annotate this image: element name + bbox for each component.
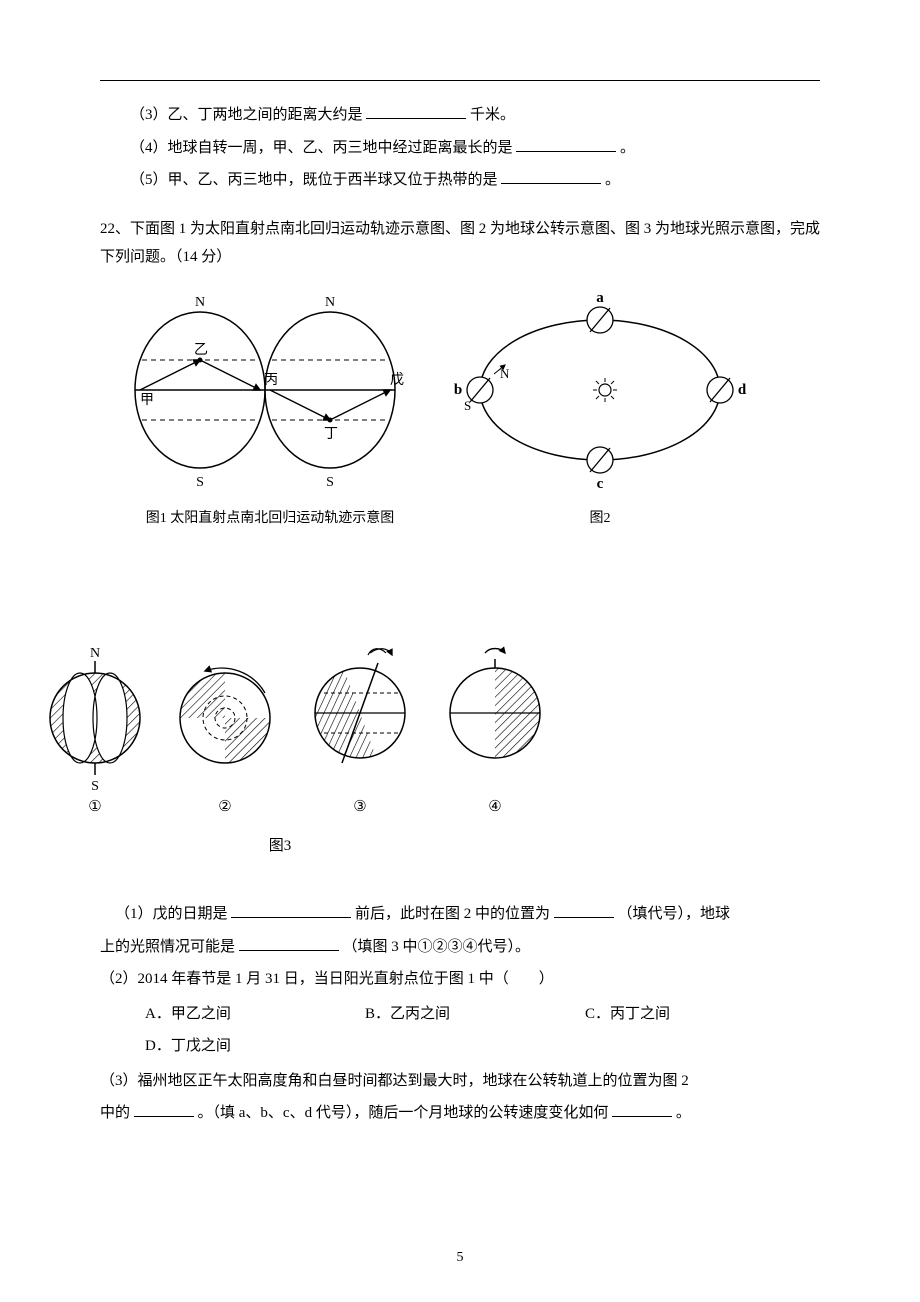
q22-1-blank2 <box>554 902 614 918</box>
fig1-caption: 图1 太阳直射点南北回归运动轨迹示意图 <box>130 506 410 533</box>
fig2-b: b <box>454 382 462 398</box>
fig2-d: d <box>738 382 747 398</box>
page-number: 5 <box>0 1245 920 1272</box>
q22-1-line2: 上的光照情况可能是 （填图 3 中①②③④代号）。 <box>100 933 820 962</box>
fig2-S: S <box>464 398 471 413</box>
fig-row-1: N N S S 甲 乙 丙 丁 戊 图1 太阳直射点南北回归运动轨迹示意图 <box>130 290 820 533</box>
q21-3-text: （3）乙、丁两地之间的距离大约是 <box>130 107 363 123</box>
q22-2: （2）2014 年春节是 1 月 31 日，当日阳光直射点位于图 1 中（ ） <box>100 965 820 994</box>
q21-3-suffix: 千米。 <box>470 107 515 123</box>
q21-4-text: （4）地球自转一周，甲、乙、丙三地中经过距离最长的是 <box>130 140 513 156</box>
q22-1-e: （填图 3 中①②③④代号）。 <box>343 939 531 955</box>
top-rule <box>100 80 820 81</box>
q21-3-blank <box>366 103 466 119</box>
fig2-svg: a b c d N S <box>450 290 750 490</box>
q22-3-d: 。 <box>676 1105 691 1121</box>
q22-2-opt-D: D．丁戊之间 <box>145 1032 365 1061</box>
fig3-4: ④ <box>440 633 550 822</box>
q21-4-suffix: 。 <box>620 140 635 156</box>
fig2-caption: 图2 <box>450 506 750 533</box>
q22-1-a: （1）戊的日期是 <box>115 906 228 922</box>
q21-4: （4）地球自转一周，甲、乙、丙三地中经过距离最长的是 。 <box>100 134 820 163</box>
q21-5-text: （5）甲、乙、丙三地中，既位于西半球又位于热带的是 <box>130 172 498 188</box>
fig2-pos-d <box>707 377 733 403</box>
fig3-1-num: ① <box>40 793 150 822</box>
q22-3-blank1 <box>134 1101 194 1117</box>
q21-5: （5）甲、乙、丙三地中，既位于西半球又位于热带的是 。 <box>100 166 820 195</box>
fig1-container: N N S S 甲 乙 丙 丁 戊 图1 太阳直射点南北回归运动轨迹示意图 <box>130 290 410 533</box>
q22-sub-questions: （1）戊的日期是 前后，此时在图 2 中的位置为 （填代号），地球 上的光照情况… <box>100 900 820 1128</box>
fig1-yi: 乙 <box>194 342 208 358</box>
fig3-1-N: N <box>90 646 100 661</box>
q22-3-c: 。（填 a、b、c、d 代号），随后一个月地球的公转速度变化如何 <box>198 1105 609 1121</box>
fig2-pos-c <box>587 447 613 473</box>
q22-1-d: 上的光照情况可能是 <box>100 939 235 955</box>
q22-1: （1）戊的日期是 前后，此时在图 2 中的位置为 （填代号），地球 <box>100 900 820 929</box>
fig2-container: a b c d N S 图2 <box>450 290 750 533</box>
q22: 22、下面图 1 为太阳直射点南北回归运动轨迹示意图、图 2 为地球公转示意图、… <box>100 215 820 1128</box>
q22-3-line1: （3）福州地区正午太阳高度角和白昼时间都达到最大时，地球在公转轨道上的位置为图 … <box>100 1067 820 1096</box>
q21-5-blank <box>501 168 601 184</box>
fig1-jia: 甲 <box>140 393 154 408</box>
q22-3-line2: 中的 。（填 a、b、c、d 代号），随后一个月地球的公转速度变化如何 。 <box>100 1099 820 1128</box>
fig1-wu: 戊 <box>390 372 404 388</box>
fig3-2: ② <box>170 643 280 822</box>
fig3-1-S: S <box>91 779 99 794</box>
fig1-bing: 丙 <box>264 373 278 388</box>
q22-1-blank1 <box>231 902 351 918</box>
q22-2-opt-C: C．丙丁之间 <box>585 1000 805 1029</box>
fig3-4-num: ④ <box>440 793 550 822</box>
q22-1-c: （填代号），地球 <box>618 906 731 922</box>
fig1-S2: S <box>326 475 334 490</box>
q21-4-blank <box>516 136 616 152</box>
fig3-2-num: ② <box>170 793 280 822</box>
fig2-pos-a <box>587 307 613 333</box>
fig3-3: ③ <box>300 633 420 822</box>
fig1-ding: 丁 <box>324 427 338 442</box>
fig2-a: a <box>596 290 604 306</box>
q22-3-b: 中的 <box>100 1105 130 1121</box>
fig1-N2: N <box>325 295 335 310</box>
q22-1-blank3 <box>239 935 339 951</box>
fig1-N1: N <box>195 295 205 310</box>
q22-2-options: A．甲乙之间 B．乙丙之间 C．丙丁之间 D．丁戊之间 <box>145 998 820 1063</box>
fig3-3-num: ③ <box>300 793 420 822</box>
fig1-S1: S <box>196 475 204 490</box>
q22-2-opt-B: B．乙丙之间 <box>365 1000 585 1029</box>
fig3-row: N S ① <box>40 633 820 822</box>
q22-intro: 22、下面图 1 为太阳直射点南北回归运动轨迹示意图、图 2 为地球公转示意图、… <box>100 215 820 272</box>
fig1-svg: N N S S 甲 乙 丙 丁 戊 <box>130 290 410 490</box>
fig2-N: N <box>500 366 510 381</box>
fig2-c: c <box>597 476 604 492</box>
q22-3-blank2 <box>612 1101 672 1117</box>
q21-3: （3）乙、丁两地之间的距离大约是 千米。 <box>100 101 820 130</box>
q21-5-suffix: 。 <box>605 172 620 188</box>
q22-2-opt-A: A．甲乙之间 <box>145 1000 365 1029</box>
fig3-caption: 图3 <box>40 832 520 861</box>
q22-1-b: 前后，此时在图 2 中的位置为 <box>355 906 550 922</box>
fig3-1: N S ① <box>40 643 150 822</box>
